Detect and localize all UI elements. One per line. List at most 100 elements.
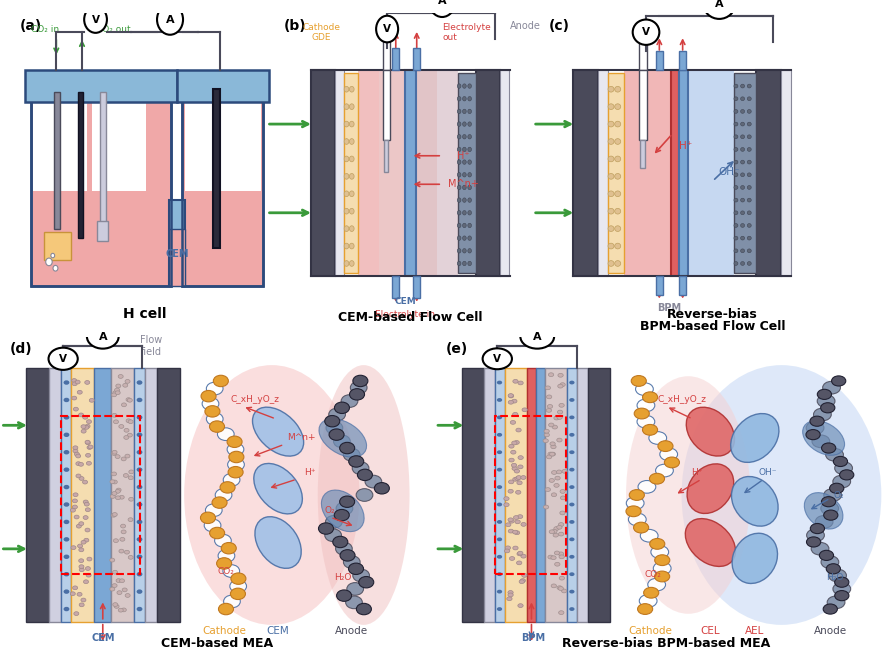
Text: OH⁻: OH⁻ <box>759 469 777 477</box>
Circle shape <box>614 261 621 267</box>
Ellipse shape <box>822 381 840 394</box>
Circle shape <box>608 209 614 214</box>
Circle shape <box>733 211 738 215</box>
Bar <box>169 228 185 286</box>
Circle shape <box>468 198 472 203</box>
Circle shape <box>137 398 142 402</box>
Circle shape <box>79 559 83 562</box>
Circle shape <box>137 380 142 385</box>
Ellipse shape <box>806 422 824 434</box>
Circle shape <box>515 520 520 524</box>
Bar <box>656 51 662 70</box>
Circle shape <box>516 490 521 494</box>
Circle shape <box>128 556 133 559</box>
Ellipse shape <box>687 464 733 513</box>
Circle shape <box>497 381 502 384</box>
Circle shape <box>569 520 575 524</box>
Circle shape <box>747 84 751 88</box>
Circle shape <box>741 160 744 164</box>
Circle shape <box>546 455 551 459</box>
Circle shape <box>345 243 349 249</box>
Circle shape <box>840 470 854 480</box>
Circle shape <box>64 572 69 576</box>
Circle shape <box>87 446 92 449</box>
Circle shape <box>508 518 513 521</box>
Circle shape <box>747 110 751 114</box>
Circle shape <box>733 173 738 177</box>
Circle shape <box>614 139 621 145</box>
Circle shape <box>137 450 142 455</box>
Circle shape <box>110 480 115 484</box>
Ellipse shape <box>655 464 673 477</box>
Circle shape <box>820 550 834 560</box>
Bar <box>99 92 106 222</box>
Circle shape <box>835 577 849 587</box>
Text: H⁺: H⁺ <box>456 150 470 161</box>
Bar <box>544 368 567 622</box>
Ellipse shape <box>639 595 657 607</box>
Circle shape <box>569 433 575 437</box>
Ellipse shape <box>205 504 222 517</box>
Text: A: A <box>533 331 542 342</box>
Circle shape <box>569 572 575 576</box>
Ellipse shape <box>803 420 844 455</box>
Ellipse shape <box>334 435 350 447</box>
Circle shape <box>468 185 472 189</box>
Circle shape <box>110 558 115 562</box>
Circle shape <box>518 381 523 385</box>
Ellipse shape <box>660 448 678 461</box>
Bar <box>500 70 509 276</box>
Circle shape <box>73 505 77 509</box>
Circle shape <box>511 450 516 454</box>
Bar <box>379 70 406 276</box>
Circle shape <box>512 467 518 471</box>
Circle shape <box>457 135 461 139</box>
Circle shape <box>561 589 567 593</box>
Text: V: V <box>91 15 99 24</box>
Circle shape <box>468 109 472 114</box>
Circle shape <box>614 104 621 110</box>
Bar <box>413 48 420 70</box>
Circle shape <box>747 122 751 126</box>
Circle shape <box>835 591 849 601</box>
Circle shape <box>112 480 117 484</box>
Circle shape <box>733 84 738 88</box>
Circle shape <box>512 412 518 416</box>
Circle shape <box>128 420 133 424</box>
Bar <box>61 368 71 622</box>
Circle shape <box>345 209 349 214</box>
Bar <box>384 38 390 70</box>
Circle shape <box>557 525 562 529</box>
Circle shape <box>551 493 557 497</box>
Circle shape <box>64 415 69 420</box>
Circle shape <box>349 261 354 267</box>
Circle shape <box>120 579 124 583</box>
Text: M^n+: M^n+ <box>287 434 315 442</box>
Ellipse shape <box>329 408 345 421</box>
Circle shape <box>747 160 751 164</box>
Ellipse shape <box>255 517 301 568</box>
Circle shape <box>84 381 90 384</box>
Text: Anode: Anode <box>813 626 847 636</box>
Circle shape <box>545 488 551 492</box>
Circle shape <box>741 236 744 240</box>
Circle shape <box>483 348 511 369</box>
Circle shape <box>747 224 751 227</box>
Circle shape <box>503 503 509 507</box>
Circle shape <box>747 198 751 202</box>
Text: A: A <box>715 0 724 9</box>
Circle shape <box>463 198 466 203</box>
Circle shape <box>463 109 466 114</box>
Circle shape <box>741 261 744 265</box>
Circle shape <box>357 469 372 480</box>
Ellipse shape <box>321 490 364 532</box>
Circle shape <box>550 452 555 456</box>
Bar <box>344 73 358 273</box>
Ellipse shape <box>223 565 240 578</box>
Circle shape <box>349 174 354 180</box>
Circle shape <box>497 485 502 489</box>
Circle shape <box>614 209 621 214</box>
Circle shape <box>654 571 670 582</box>
Circle shape <box>608 174 614 180</box>
Circle shape <box>497 555 502 558</box>
